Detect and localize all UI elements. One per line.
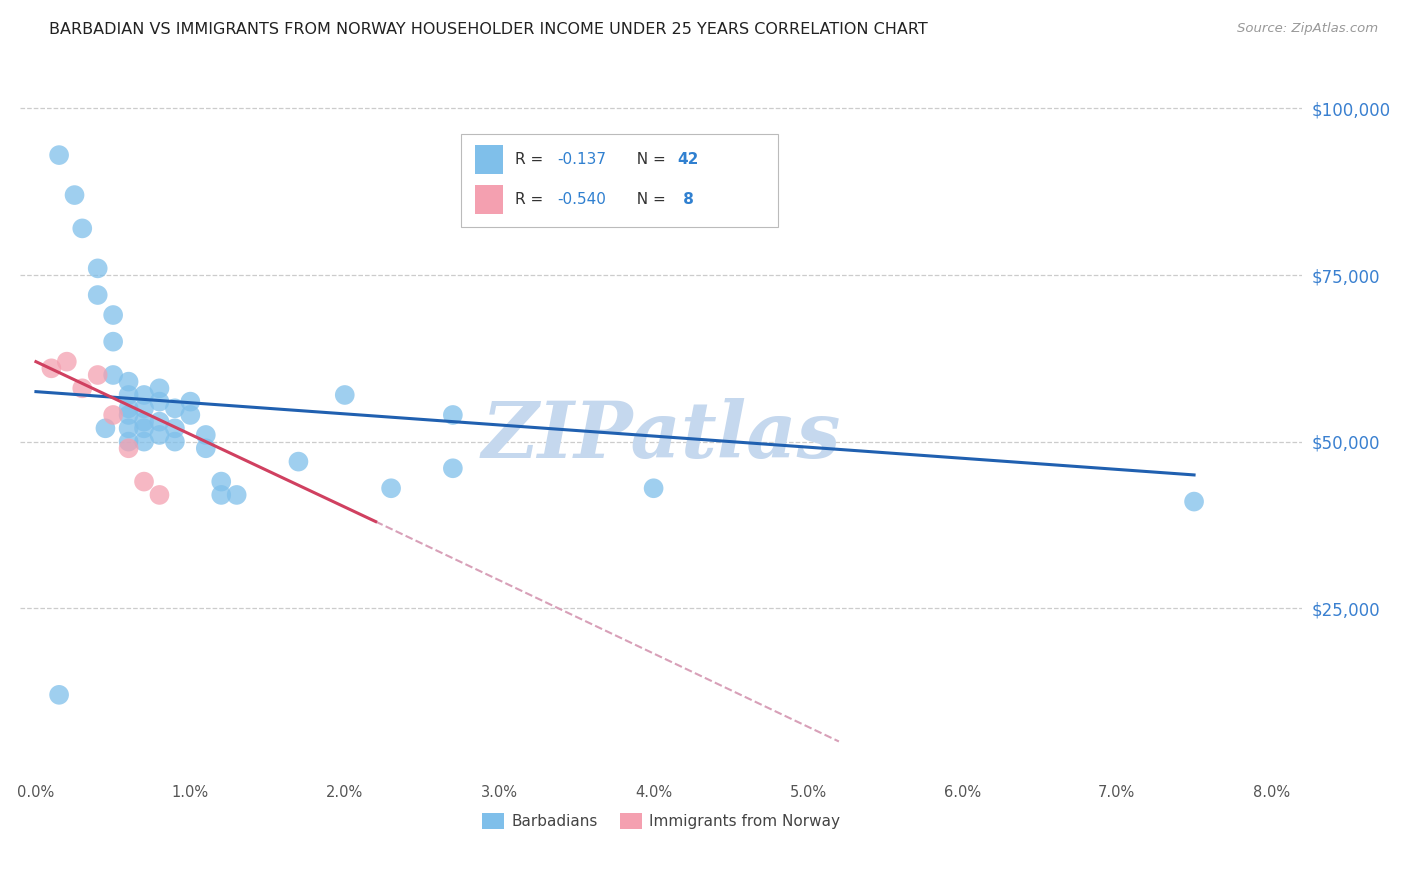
Text: BARBADIAN VS IMMIGRANTS FROM NORWAY HOUSEHOLDER INCOME UNDER 25 YEARS CORRELATIO: BARBADIAN VS IMMIGRANTS FROM NORWAY HOUS… bbox=[49, 22, 928, 37]
Point bbox=[148, 488, 170, 502]
Point bbox=[56, 354, 79, 368]
Point bbox=[48, 148, 70, 162]
Point bbox=[163, 421, 186, 435]
Point bbox=[132, 434, 155, 449]
Point bbox=[209, 475, 232, 489]
Point bbox=[179, 394, 201, 409]
Point bbox=[148, 428, 170, 442]
Text: R =: R = bbox=[515, 152, 548, 167]
Point bbox=[117, 408, 139, 422]
Point bbox=[132, 388, 155, 402]
Point bbox=[86, 288, 108, 302]
Text: -0.137: -0.137 bbox=[557, 152, 606, 167]
Point bbox=[163, 434, 186, 449]
Point bbox=[86, 368, 108, 382]
Point bbox=[148, 381, 170, 395]
Point bbox=[117, 442, 139, 456]
Point bbox=[380, 481, 402, 495]
Text: N =: N = bbox=[627, 152, 671, 167]
Point bbox=[63, 188, 86, 202]
Text: N =: N = bbox=[627, 192, 671, 207]
Point bbox=[117, 388, 139, 402]
Text: 8: 8 bbox=[678, 192, 693, 207]
Point bbox=[132, 415, 155, 429]
Point bbox=[132, 421, 155, 435]
Point bbox=[72, 221, 94, 235]
Point bbox=[101, 408, 124, 422]
Point bbox=[441, 461, 464, 475]
Text: -0.540: -0.540 bbox=[557, 192, 606, 207]
Point bbox=[41, 361, 63, 376]
Point bbox=[148, 415, 170, 429]
Point bbox=[101, 368, 124, 382]
Point bbox=[225, 488, 247, 502]
Point bbox=[441, 408, 464, 422]
Point bbox=[1182, 494, 1205, 508]
Point bbox=[333, 388, 356, 402]
Point bbox=[117, 401, 139, 416]
Point bbox=[132, 401, 155, 416]
Text: ZIPatlas: ZIPatlas bbox=[482, 399, 841, 475]
Point bbox=[101, 308, 124, 322]
Point bbox=[48, 688, 70, 702]
Point bbox=[117, 434, 139, 449]
Point bbox=[643, 481, 665, 495]
Text: 42: 42 bbox=[678, 152, 699, 167]
Point bbox=[132, 475, 155, 489]
Point bbox=[163, 401, 186, 416]
Point bbox=[209, 488, 232, 502]
Point bbox=[86, 261, 108, 276]
Point bbox=[179, 408, 201, 422]
Point bbox=[72, 381, 94, 395]
Point bbox=[94, 421, 117, 435]
Point bbox=[117, 421, 139, 435]
Text: Source: ZipAtlas.com: Source: ZipAtlas.com bbox=[1237, 22, 1378, 36]
Point bbox=[194, 428, 217, 442]
Point bbox=[117, 375, 139, 389]
Point bbox=[194, 442, 217, 456]
Point bbox=[101, 334, 124, 349]
Point bbox=[287, 454, 309, 468]
Legend: Barbadians, Immigrants from Norway: Barbadians, Immigrants from Norway bbox=[477, 807, 846, 836]
Text: R =: R = bbox=[515, 192, 548, 207]
Point bbox=[148, 394, 170, 409]
